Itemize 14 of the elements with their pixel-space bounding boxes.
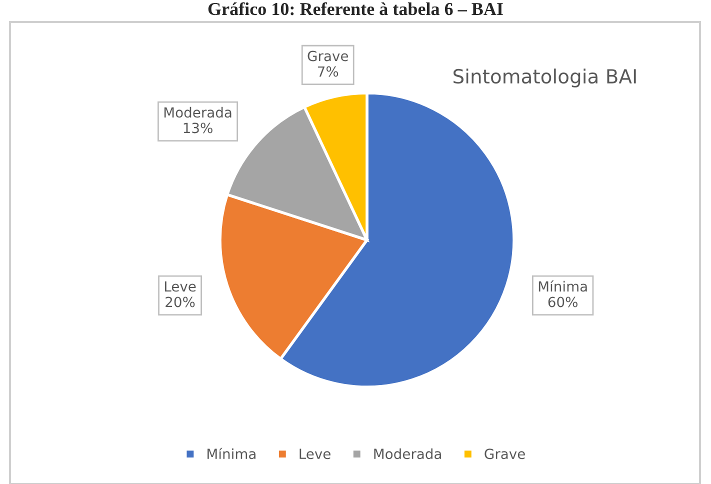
data-label: 60% <box>548 296 578 308</box>
data-label: 20% <box>166 296 195 308</box>
data-label: 13% <box>184 122 212 134</box>
slice-label: Mínima <box>538 280 587 292</box>
slice-label: Leve <box>164 281 196 292</box>
data-label: 7% <box>318 66 338 77</box>
legend-label: Moderada <box>374 448 441 460</box>
legend-label: Grave <box>484 448 525 460</box>
legend-label: Mínima <box>208 448 256 460</box>
slice-label: Grave <box>308 50 348 62</box>
slice-label: Moderada <box>164 106 232 118</box>
text: Gráfico 10: Referente à tabela 6 – BAI <box>208 2 503 16</box>
legend-label: Leve <box>300 448 330 460</box>
text: Sintomatologia BAI <box>454 68 636 88</box>
